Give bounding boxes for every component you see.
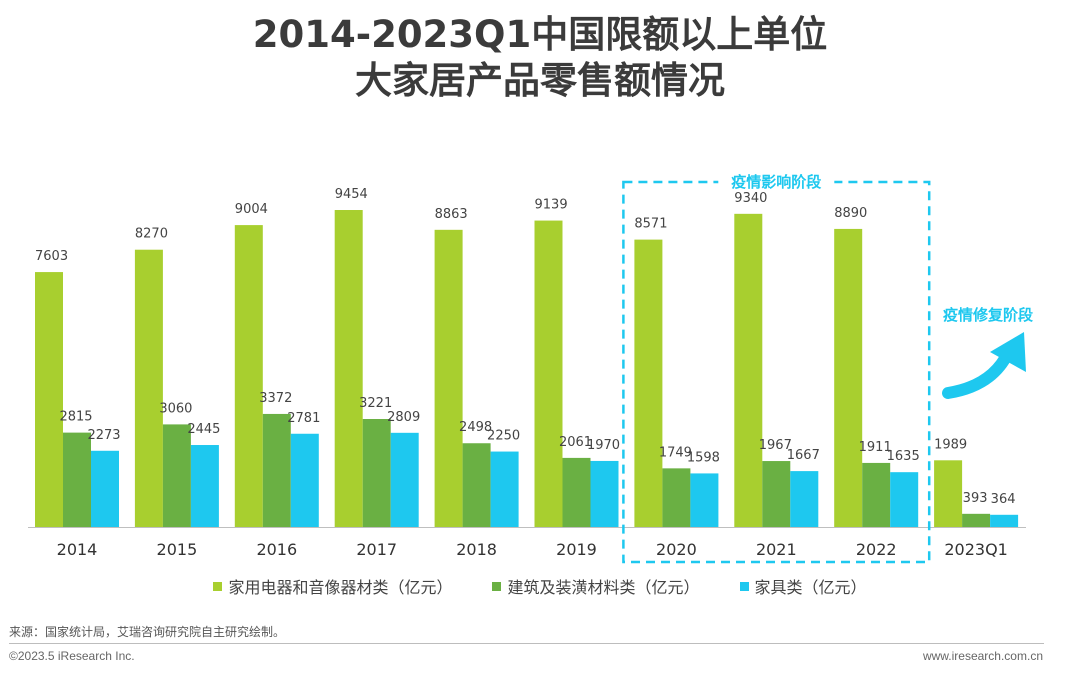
legend-swatch-1: [213, 581, 223, 591]
x-tick-label-2015: 2015: [157, 540, 198, 559]
bar-2017-series-1: [334, 210, 363, 527]
legend-label-1: 家用电器和音像器材类（亿元）: [228, 578, 453, 597]
x-tick-label-2014: 2014: [57, 540, 98, 559]
x-tick-label-2017: 2017: [356, 540, 397, 559]
x-tick-label-2016: 2016: [256, 540, 297, 559]
data-label-2015-series-1: 8270: [135, 227, 168, 242]
data-label-2014-series-3: 2273: [87, 428, 120, 443]
data-label-2018-series-3: 2250: [487, 429, 520, 444]
data-label-2022-series-2: 1911: [859, 440, 892, 455]
bar-2022-series-3: [890, 472, 919, 527]
data-label-2020-series-1: 8571: [634, 217, 667, 232]
data-label-2018-series-2: 2498: [459, 420, 492, 435]
bar-2016-series-2: [262, 413, 291, 527]
data-label-2017-series-3: 2809: [387, 410, 420, 425]
data-label-2019-series-2: 2061: [559, 435, 592, 450]
bar-2015-series-2: [162, 424, 191, 527]
bar-2017-series-2: [362, 418, 391, 527]
data-label-2023Q1-series-2: 393: [963, 491, 988, 506]
bar-2021-series-2: [762, 461, 791, 527]
x-tick-label-2021: 2021: [756, 540, 797, 559]
chart-legend: 家用电器和音像器材类（亿元） 建筑及装潢材料类（亿元） 家具类（亿元）: [0, 574, 1080, 598]
bar-2020-series-3: [690, 473, 719, 527]
data-label-2014-series-2: 2815: [59, 410, 92, 425]
bar-2019-series-2: [562, 457, 591, 527]
data-label-2023Q1-series-3: 364: [991, 492, 1016, 507]
bar-2018-series-1: [434, 229, 463, 527]
bar-2023Q1-series-1: [934, 460, 963, 527]
data-label-2020-series-2: 1749: [659, 445, 692, 460]
bar-2021-series-1: [734, 213, 763, 527]
bar-2018-series-2: [462, 443, 491, 527]
x-tick-label-2018: 2018: [456, 540, 497, 559]
legend-item-3: 家具类（亿元）: [739, 574, 867, 598]
data-label-2017-series-1: 9454: [335, 187, 368, 202]
recovery-arrow-shaft: [942, 347, 1014, 399]
data-label-2016-series-2: 3372: [259, 391, 292, 406]
bar-2014-series-2: [63, 432, 91, 527]
data-label-2021-series-2: 1967: [759, 438, 792, 453]
bar-2019-series-3: [590, 460, 619, 527]
legend-item-2: 建筑及装潢材料类（亿元）: [492, 574, 700, 598]
legend-item-1: 家用电器和音像器材类（亿元）: [213, 574, 452, 598]
legend-swatch-3: [739, 581, 749, 591]
bar-2022-series-2: [862, 462, 891, 527]
bar-2015-series-1: [134, 249, 163, 527]
bar-2016-series-1: [234, 225, 263, 527]
pandemic-impact-label-bg: [718, 172, 835, 192]
bar-2023Q1-series-2: [962, 513, 991, 527]
data-label-2021-series-1: 9340: [734, 191, 767, 206]
data-label-2019-series-3: 1970: [587, 438, 620, 453]
footer-divider: [9, 643, 1044, 644]
bar-2019-series-1: [534, 220, 563, 527]
chart-title: 2014-2023Q1中国限额以上单位 大家居产品零售额情况: [0, 12, 1080, 104]
data-label-2022-series-3: 1635: [887, 449, 920, 464]
x-tick-label-2023Q1: 2023Q1: [944, 540, 1008, 559]
bar-2015-series-3: [190, 445, 219, 527]
legend-label-3: 家具类（亿元）: [754, 578, 867, 597]
x-tick-label-2022: 2022: [856, 540, 897, 559]
pandemic-recovery-label: 疫情修复阶段: [943, 306, 1033, 324]
data-label-2022-series-1: 8890: [834, 206, 867, 221]
bar-2020-series-2: [662, 468, 691, 527]
legend-label-2: 建筑及装潢材料类（亿元）: [507, 578, 700, 597]
legend-swatch-2: [492, 581, 502, 591]
chart-title-line-2: 大家居产品零售额情况: [355, 59, 725, 102]
bar-2014-series-1: [35, 272, 63, 527]
bar-2021-series-3: [790, 471, 819, 527]
data-label-2020-series-3: 1598: [687, 450, 720, 465]
data-label-2018-series-1: 8863: [435, 207, 468, 222]
data-label-2014-series-1: 7603: [35, 249, 68, 264]
bar-2022-series-1: [834, 228, 863, 527]
bar-chart: 7603 2815 2273 2014 8270 3060 2445 2015 9004 3372…: [28, 172, 1033, 564]
pandemic-impact-label: 疫情影响阶段: [731, 173, 821, 191]
data-label-2017-series-2: 3221: [359, 396, 392, 411]
x-tick-label-2019: 2019: [556, 540, 597, 559]
website-url: www.iresearch.com.cn: [922, 649, 1043, 663]
data-label-2015-series-2: 3060: [159, 401, 192, 416]
data-label-2016-series-1: 9004: [235, 202, 268, 217]
x-tick-label-2020: 2020: [656, 540, 697, 559]
bar-2018-series-3: [490, 451, 519, 527]
source-note: 来源：国家统计局，艾瑞咨询研究院自主研究绘制。: [9, 625, 286, 639]
data-label-2023Q1-series-1: 1989: [934, 437, 967, 452]
bar-2020-series-1: [634, 239, 663, 527]
data-label-2021-series-3: 1667: [787, 448, 820, 463]
recovery-arrow-head: [990, 332, 1026, 372]
bar-2017-series-3: [390, 432, 419, 527]
copyright-text: ©2023.5 iResearch Inc.: [9, 649, 135, 663]
data-label-2016-series-3: 2781: [287, 411, 320, 426]
bar-2014-series-3: [91, 450, 119, 527]
bar-2023Q1-series-3: [990, 514, 1019, 527]
data-label-2015-series-3: 2445: [187, 422, 220, 437]
chart-title-line-1: 2014-2023Q1中国限额以上单位: [252, 13, 828, 56]
bar-2016-series-3: [290, 433, 319, 527]
data-label-2019-series-1: 9139: [535, 198, 568, 213]
